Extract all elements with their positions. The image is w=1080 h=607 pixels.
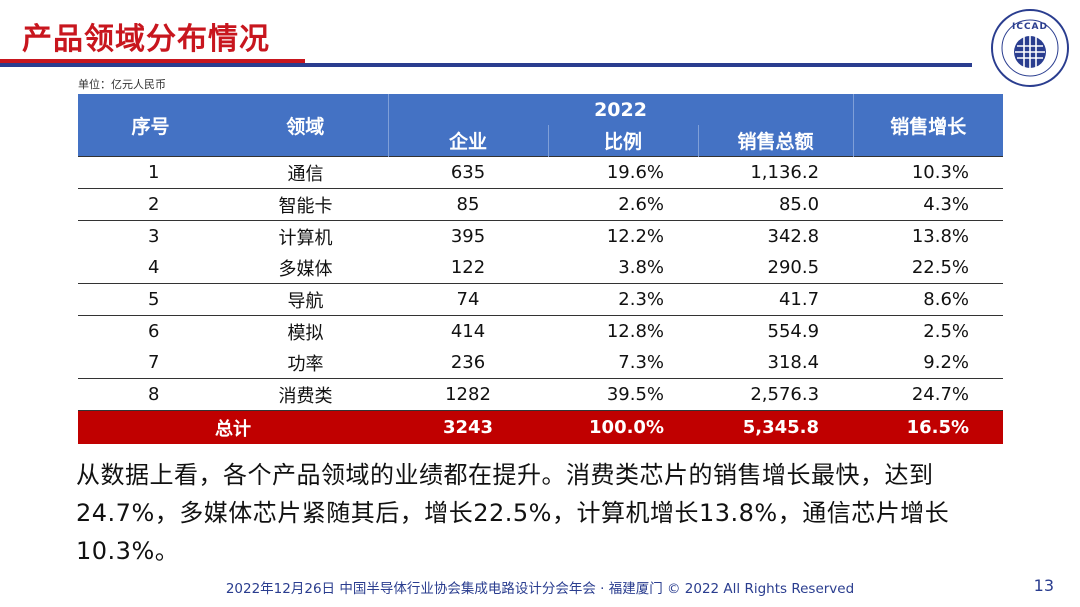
footer-text: 2022年12月26日 中国半导体行业协会集成电路设计分会年会 · 福建厦门 ©… [225, 581, 855, 597]
cell-index: 2 [78, 188, 223, 221]
header-share: 比例 [547, 125, 698, 157]
cell-companies: 635 [388, 156, 548, 189]
total-growth: 16.5% [853, 410, 1004, 444]
total-companies: 3243 [388, 410, 548, 444]
header-growth: 销售增长 [852, 94, 1004, 157]
header-index: 序号 [78, 94, 223, 157]
cell-index: 8 [78, 378, 223, 411]
title-underline-blue [0, 63, 972, 67]
logo-text: ICCAD [1012, 22, 1048, 32]
cell-sales: 1,136.2 [698, 156, 854, 189]
cell-companies: 74 [388, 283, 548, 316]
cell-share: 12.2% [548, 220, 698, 252]
cell-growth: 8.6% [853, 283, 1004, 316]
cell-field: 功率 [287, 353, 324, 375]
cell-share: 39.5% [548, 378, 698, 411]
cell-companies: 414 [388, 315, 548, 347]
cell-field: 模拟 [223, 315, 388, 347]
cell-index: 6 [78, 315, 223, 347]
cell-share: 12.8% [548, 315, 698, 347]
total-row: 总计 3243 100.0% 5,345.8 16.5% [78, 410, 1004, 444]
cell-share: 7.3% [618, 352, 664, 373]
table-row: 3 计算机 395 12.2% 342.8 13.8% [78, 220, 1004, 252]
page-title: 产品领域分布情况 [22, 22, 270, 57]
cell-growth: 13.8% [853, 220, 1004, 252]
cell-growth: 10.3% [853, 156, 1004, 189]
cell-index: 1 [78, 156, 223, 189]
iccad-logo: ICCAD [991, 9, 1069, 87]
cell-field: 多媒体 [278, 258, 333, 280]
cell-growth: 9.2% [923, 352, 970, 373]
cell-sales: 85.0 [698, 188, 854, 221]
cell-field: 智能卡 [223, 188, 388, 221]
cell-companies: 236 [450, 352, 486, 373]
title-underline-red [0, 59, 305, 64]
cell-sales: 554.9 [698, 315, 854, 347]
cell-companies: 85 [388, 188, 548, 221]
cell-index: 4 [148, 257, 160, 278]
cell-sales: 318.4 [767, 352, 820, 373]
cell-field: 通信 [223, 156, 388, 189]
cell-growth: 4.3% [853, 188, 1004, 221]
cell-companies: 1282 [388, 378, 548, 411]
cell-field: 消费类 [223, 378, 388, 411]
cell-sales: 290.5 [767, 257, 820, 278]
header-year: 2022 [387, 94, 854, 125]
cell-companies: 395 [388, 220, 548, 252]
table-row: 1 通信 635 19.6% 1,136.2 10.3% [78, 156, 1004, 189]
cell-share: 19.6% [548, 156, 698, 189]
total-sales: 5,345.8 [698, 410, 854, 444]
cell-growth: 2.5% [853, 315, 1004, 347]
product-field-table: 序号 领域 2022 销售增长 企业 比例 销售总额 1 通信 635 19.6… [78, 94, 1004, 444]
cell-field: 导航 [223, 283, 388, 316]
total-share: 100.0% [548, 410, 698, 444]
total-label: 总计 [78, 410, 388, 444]
table-row: 6 模拟 414 12.8% 554.9 2.5% [78, 315, 1004, 347]
cell-companies: 122 [450, 257, 486, 278]
cell-sales: 342.8 [698, 220, 854, 252]
table-row: 2 智能卡 85 2.6% 85.0 4.3% [78, 188, 1004, 221]
cell-growth: 22.5% [911, 257, 970, 278]
header-field: 领域 [223, 94, 388, 157]
cell-sales: 2,576.3 [698, 378, 854, 411]
unit-label: 单位：亿元人民币 [78, 78, 166, 91]
table-row: 4 多媒体 122 3.8% 290.5 22.5% [78, 252, 1003, 284]
cell-growth: 24.7% [853, 378, 1004, 411]
cell-share: 3.8% [618, 257, 664, 278]
cell-field: 计算机 [223, 220, 388, 252]
table-row: 8 消费类 1282 39.5% 2,576.3 24.7% [78, 378, 1004, 411]
cell-index: 3 [78, 220, 223, 252]
header-sales: 销售总额 [697, 125, 854, 157]
table-row: 7 功率 236 7.3% 318.4 9.2% [78, 347, 1003, 379]
page-number: 13 [1033, 576, 1054, 595]
header-companies: 企业 [387, 125, 548, 157]
cell-sales: 41.7 [698, 283, 854, 316]
cell-index: 7 [148, 352, 160, 373]
cell-index: 5 [78, 283, 223, 316]
table-row: 5 导航 74 2.3% 41.7 8.6% [78, 283, 1004, 316]
summary-paragraph: 从数据上看，各个产品领域的业绩都在提升。消费类芯片的销售增长最快，达到24.7%… [76, 461, 950, 565]
cell-share: 2.6% [548, 188, 698, 221]
cell-share: 2.3% [548, 283, 698, 316]
